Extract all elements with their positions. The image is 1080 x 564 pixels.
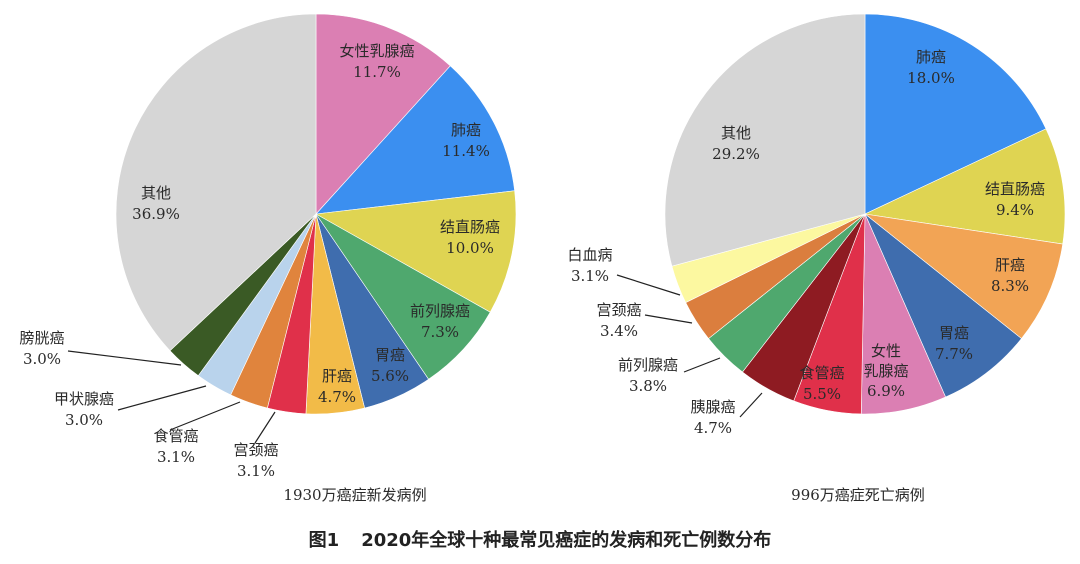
slice-label: 宫颈癌 xyxy=(596,301,641,319)
slice-label: 食管癌 xyxy=(153,427,198,445)
pie-slice xyxy=(115,13,317,352)
slice-percent: 4.7% xyxy=(694,419,732,437)
slice-percent: 11.7% xyxy=(353,63,401,81)
slice-percent: 3.4% xyxy=(600,322,638,340)
slice-percent: 7.3% xyxy=(421,323,459,341)
figure-caption: 图1 2020年全球十种最常见癌症的发病和死亡例数分布 xyxy=(0,526,1080,552)
leader-line xyxy=(739,392,763,418)
slice-label: 结直肠癌 xyxy=(985,180,1045,198)
slice-percent: 7.7% xyxy=(935,345,973,363)
pie-slice xyxy=(864,13,1047,215)
pie-slice xyxy=(315,65,515,215)
slice-percent: 4.7% xyxy=(318,388,356,406)
figure-title: 2020年全球十种最常见癌症的发病和死亡例数分布 xyxy=(361,530,772,551)
slice-label: 胰腺癌 xyxy=(690,398,735,416)
leader-line xyxy=(67,350,182,366)
pie-slice xyxy=(315,13,451,215)
slice-label: 结直肠癌 xyxy=(440,218,500,236)
slice-percent: 10.0% xyxy=(446,239,494,257)
slice-label: 女性 xyxy=(871,342,901,360)
slice-percent: 3.1% xyxy=(571,267,609,285)
slice-percent: 5.6% xyxy=(371,367,409,385)
slice-percent: 11.4% xyxy=(442,142,490,160)
figure-number: 图1 xyxy=(308,530,340,551)
pie-slice xyxy=(664,13,866,267)
slice-label: 女性乳腺癌 xyxy=(339,42,414,60)
pie-subtitle: 996万癌症死亡病例 xyxy=(791,486,925,504)
slice-label: 胃癌 xyxy=(375,346,405,364)
slice-percent: 3.0% xyxy=(65,411,103,429)
slice-label: 食管癌 xyxy=(799,364,844,382)
slice-label: 甲状腺癌 xyxy=(54,390,114,408)
slice-percent: 18.0% xyxy=(907,69,955,87)
pie-chart-2: 肺癌 18.0% 结直肠癌 9.4% 肝癌 8.3% 胃癌 7.7% 女性乳腺癌 6.9% 食管癌 5… xyxy=(567,13,1066,504)
pie-slice xyxy=(315,190,517,313)
leader-line xyxy=(644,314,693,324)
slice-percent: 8.3% xyxy=(991,277,1029,295)
slice-percent: 9.4% xyxy=(996,201,1034,219)
slice-percent: 3.8% xyxy=(629,377,667,395)
leader-line xyxy=(616,274,681,296)
leader-line xyxy=(683,357,721,373)
leader-line xyxy=(254,411,276,444)
pie-slice xyxy=(863,213,1064,339)
slice-percent: 5.5% xyxy=(803,385,841,403)
slice-label: 其他 xyxy=(141,184,171,202)
slice-label: 其他 xyxy=(721,124,751,142)
slice-label: 乳腺癌 xyxy=(863,362,908,380)
slice-label: 宫颈癌 xyxy=(233,441,278,459)
slice-label: 前列腺癌 xyxy=(618,356,678,374)
slice-percent: 6.9% xyxy=(867,382,905,400)
slice-label: 肺癌 xyxy=(916,48,946,66)
pie-slice xyxy=(864,213,1022,398)
leader-line xyxy=(169,401,241,431)
pie-charts: 女性乳腺癌11.7%肺癌11.4%结直肠癌10.0%前列腺癌7.3%胃癌5.6%… xyxy=(19,13,1066,504)
slice-percent: 3.1% xyxy=(157,448,195,466)
slice-label: 前列腺癌 xyxy=(410,302,470,320)
slice-label: 肝癌 xyxy=(995,256,1025,274)
slice-label: 肝癌 xyxy=(322,367,352,385)
slice-percent: 3.0% xyxy=(23,350,61,368)
pie-slice xyxy=(863,128,1066,245)
slice-percent: 36.9% xyxy=(132,205,180,223)
slice-label: 白血病 xyxy=(567,246,612,264)
slice-label: 膀胱癌 xyxy=(19,329,64,347)
slice-percent: 29.2% xyxy=(712,145,760,163)
slice-label: 肺癌 xyxy=(451,121,481,139)
pie-chart-1: 女性乳腺癌 11.7% 肺癌 11.4% 结直肠癌 10.0% 前列腺癌 7.3% 胃癌 5.6%… xyxy=(19,13,517,504)
slice-percent: 3.1% xyxy=(237,462,275,480)
leader-line xyxy=(117,385,207,411)
pie-subtitle: 1930万癌症新发病例 xyxy=(283,486,426,504)
slice-label: 胃癌 xyxy=(939,324,969,342)
